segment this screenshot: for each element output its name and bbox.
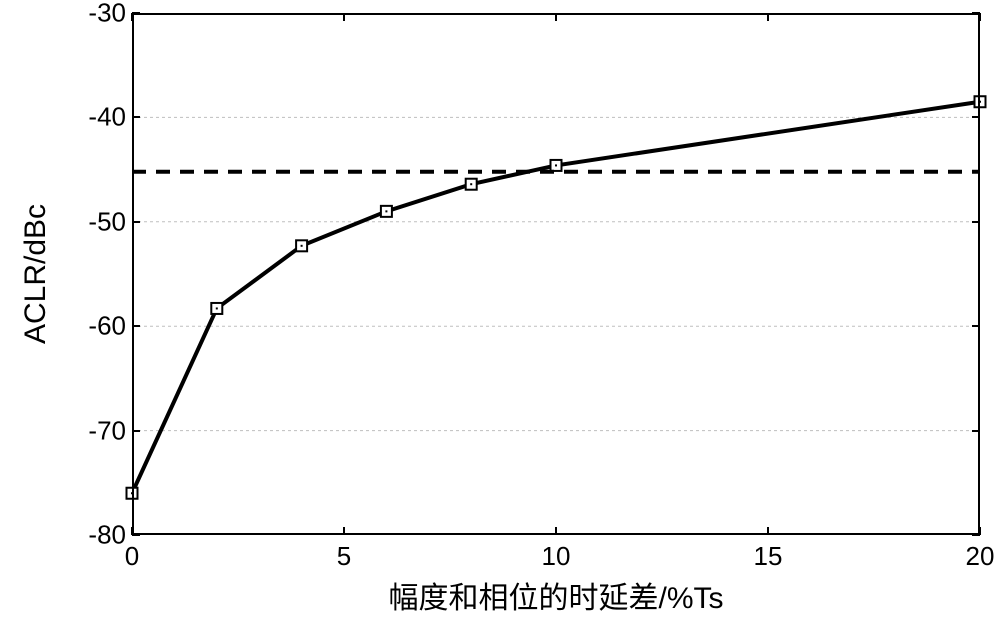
y-tick-label: -70 (78, 415, 126, 446)
y-tick-mark-right (972, 116, 980, 118)
x-tick-label: 5 (337, 541, 351, 572)
x-tick-mark (343, 527, 345, 535)
axis-border (132, 13, 980, 535)
x-tick-label: 15 (754, 541, 783, 572)
x-tick-mark-top (131, 13, 133, 21)
x-tick-label: 10 (542, 541, 571, 572)
y-tick-mark-right (972, 430, 980, 432)
x-tick-mark-top (555, 13, 557, 21)
y-tick-mark-right (972, 325, 980, 327)
x-tick-mark (555, 527, 557, 535)
y-tick-label: -40 (78, 102, 126, 133)
y-tick-mark (132, 430, 140, 432)
y-tick-mark (132, 116, 140, 118)
x-tick-mark-top (979, 13, 981, 21)
y-tick-label: -50 (78, 206, 126, 237)
y-tick-mark (132, 325, 140, 327)
y-tick-label: -60 (78, 311, 126, 342)
y-tick-mark-right (972, 534, 980, 536)
y-tick-label: -30 (78, 0, 126, 29)
y-tick-label: -80 (78, 520, 126, 551)
figure: 幅度和相位的时延差/%Ts ACLR/dBc 0 5 10 15 20 -80 -70 -60… (0, 0, 1000, 619)
x-axis-label: 幅度和相位的时延差/%Ts (388, 573, 723, 617)
x-tick-mark-top (767, 13, 769, 21)
y-tick-mark (132, 12, 140, 14)
y-axis-label: ACLR/dBc (19, 204, 53, 344)
x-tick-mark (767, 527, 769, 535)
y-tick-mark (132, 534, 140, 536)
y-tick-mark-right (972, 12, 980, 14)
x-tick-mark-top (343, 13, 345, 21)
plot-area (132, 13, 980, 535)
x-tick-label: 20 (966, 541, 995, 572)
y-tick-mark-right (972, 221, 980, 223)
x-tick-label: 0 (125, 541, 139, 572)
y-tick-mark (132, 221, 140, 223)
